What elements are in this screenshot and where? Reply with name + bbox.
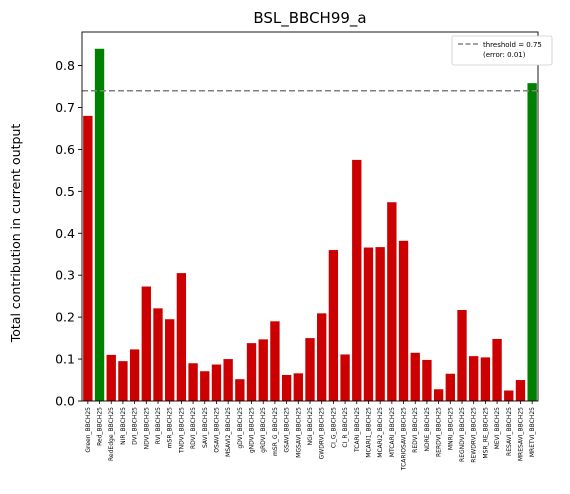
x-tick-label: TCARIOSAVI_BBCH25 — [401, 407, 408, 471]
bar-MNRI_BBCH25 — [445, 373, 455, 401]
legend-threshold-label: threshold = 0.75 — [483, 41, 542, 49]
bar-Green_BBCH25 — [83, 115, 93, 402]
x-tick-label: mSR_BBCH25 — [167, 407, 174, 448]
x-tick-label: GWDRVI_BBCH25 — [319, 407, 326, 460]
x-tick-label: gRDVI_BBCH25 — [260, 407, 267, 453]
x-tick-label: NGI_BBCH25 — [307, 407, 314, 446]
x-tick-label: RESAVI_BBCH25 — [506, 407, 513, 456]
legend: threshold = 0.75 (error: 0.01) — [451, 35, 553, 66]
bar-TCARI_BBCH25 — [352, 159, 362, 401]
y-tick-label: 0.3 — [55, 268, 75, 283]
x-tick-label: RERDVI_BBCH25 — [436, 407, 443, 457]
x-tick-label: gDVI_BBCH25 — [237, 407, 244, 449]
x-tick-label: MEVI_BBCH25 — [494, 407, 501, 449]
x-tick-label: MGSAVI_BBCH25 — [295, 407, 302, 458]
bar-RESAVI_BBCH25 — [504, 390, 514, 401]
x-tick-label: DVI_BBCH25 — [132, 407, 139, 445]
x-tick-label: NIR_BBCH25 — [120, 407, 127, 445]
legend-threshold-error: (error: 0.01) — [483, 51, 526, 59]
x-tick-label: Green_BBCH25 — [85, 407, 92, 453]
x-tick-label: MRETVI_BBCH25 — [529, 407, 536, 457]
bar-MCARI2_BBCH25 — [375, 247, 385, 401]
y-tick-label: 0.6 — [55, 142, 75, 157]
x-tick-label: CI_R_BBCH25 — [342, 407, 349, 448]
x-tick-label: Red_BBCH25 — [97, 407, 104, 446]
bar-RedEdge_BBCH25 — [106, 354, 116, 402]
bar-REGNDVI_BBCH25 — [457, 310, 467, 401]
bar-MRESAVI_BBCH25 — [515, 380, 526, 401]
x-tick-label: NDVI_BBCH25 — [143, 407, 150, 450]
x-tick-label: MCARI2_BBCH25 — [377, 407, 384, 458]
bar-NIR_BBCH25 — [118, 361, 128, 401]
y-axis-label: Total contribution in current output — [8, 124, 23, 344]
y-tick-label: 0.5 — [55, 184, 75, 199]
y-tick-label: 0.2 — [55, 310, 75, 325]
bar-MGSAVI_BBCH25 — [293, 373, 303, 401]
y-tick-label: 0.7 — [55, 100, 75, 115]
bar-TNDVI_BBCH25 — [176, 273, 187, 401]
bar-mSR_BBCH25 — [165, 319, 175, 401]
x-tick-label: mSR_G_BBCH25 — [272, 407, 279, 456]
bar-RDVI_BBCH25 — [188, 363, 198, 401]
y-tick-label: 0.4 — [55, 226, 75, 241]
bar-MRETVI_BBCH25 — [527, 83, 537, 401]
x-tick-label: SAVI_BBCH25 — [202, 407, 209, 448]
bar-GWDRVI_BBCH25 — [317, 313, 327, 401]
x-tick-label: REDVI_BBCH25 — [412, 407, 419, 453]
bar-GSAVI_BBCH25 — [281, 375, 292, 401]
bar-REDVI_BBCH25 — [410, 352, 420, 401]
x-tick-label: MSAVI2_BBCH25 — [225, 407, 232, 457]
bar-gDVI_BBCH25 — [235, 379, 245, 401]
y-tick-label: 0.0 — [55, 394, 75, 409]
x-tick-label: NDRE_BBCH25 — [424, 407, 431, 452]
bar-MSR_RE_BBCH25 — [480, 357, 491, 401]
x-tick-label: MSR_RE_BBCH25 — [482, 407, 489, 459]
x-tick-label: TNDVI_BBCH25 — [178, 407, 185, 454]
bar-mSR_G_BBCH25 — [270, 321, 280, 401]
bar-MCARI1_BBCH25 — [363, 247, 374, 401]
x-tick-label: MRESAVI_BBCH25 — [517, 407, 524, 461]
bar-CI_R_BBCH25 — [340, 354, 350, 401]
x-tick-label: RedEdge_BBCH25 — [108, 407, 115, 461]
x-tick-label: gNDVI_BBCH25 — [249, 407, 256, 453]
bar-SAVI_BBCH25 — [200, 371, 210, 401]
x-tick-label: MNRI_BBCH25 — [447, 407, 454, 450]
x-tick-label: MCARI1_BBCH25 — [365, 407, 372, 458]
bar-NGI_BBCH25 — [305, 338, 315, 401]
x-tick-label: RVI_BBCH25 — [155, 407, 162, 444]
bar-gNDVI_BBCH25 — [246, 343, 257, 401]
bar-gRDVI_BBCH25 — [258, 339, 268, 401]
x-tick-label: OSAVI_BBCH25 — [213, 407, 220, 453]
y-tick-label: 0.8 — [55, 58, 75, 73]
bar-MEVI_BBCH25 — [492, 338, 502, 401]
x-tick-label: TCARI_BBCH25 — [354, 407, 361, 453]
bar-TCARIOSAVI_BBCH25 — [398, 240, 409, 401]
x-tick-label: GSAVI_BBCH25 — [284, 407, 291, 453]
bar-RERDVI_BBCH25 — [433, 389, 444, 401]
x-tick-label: MTCARI_BBCH25 — [389, 407, 396, 457]
bar-CI_G_BBCH25 — [328, 250, 339, 401]
y-tick-label: 0.1 — [55, 352, 75, 367]
x-tick-label: CI_G_BBCH25 — [330, 407, 337, 448]
bar-DVI_BBCH25 — [129, 349, 140, 401]
bar-RVI_BBCH25 — [153, 308, 163, 401]
bar-NDRE_BBCH25 — [422, 359, 432, 401]
x-ticks-layer: Green_BBCH25 Red_BBCH25 RedEdge_BBCH25 NIR_… — [85, 401, 536, 471]
bar-REWDRVI_BBCH25 — [469, 356, 479, 401]
bar-OSAVI_BBCH25 — [211, 364, 222, 401]
bars-layer — [83, 48, 537, 402]
x-tick-label: RDVI_BBCH25 — [190, 407, 197, 449]
bar-MSAVI2_BBCH25 — [223, 359, 233, 401]
x-tick-label: REWDRVI_BBCH25 — [471, 407, 478, 463]
bar-MTCARI_BBCH25 — [387, 202, 397, 401]
y-ticks-layer: 0.0 0.1 0.2 0.3 0.4 0.5 0.6 0.7 0.8 — [55, 58, 82, 409]
bar-Red_BBCH25 — [94, 48, 105, 402]
chart-title: BSL_BBCH99_a — [253, 9, 366, 28]
x-tick-label: REGNDVI_BBCH25 — [459, 407, 466, 462]
bar-NDVI_BBCH25 — [141, 286, 151, 401]
